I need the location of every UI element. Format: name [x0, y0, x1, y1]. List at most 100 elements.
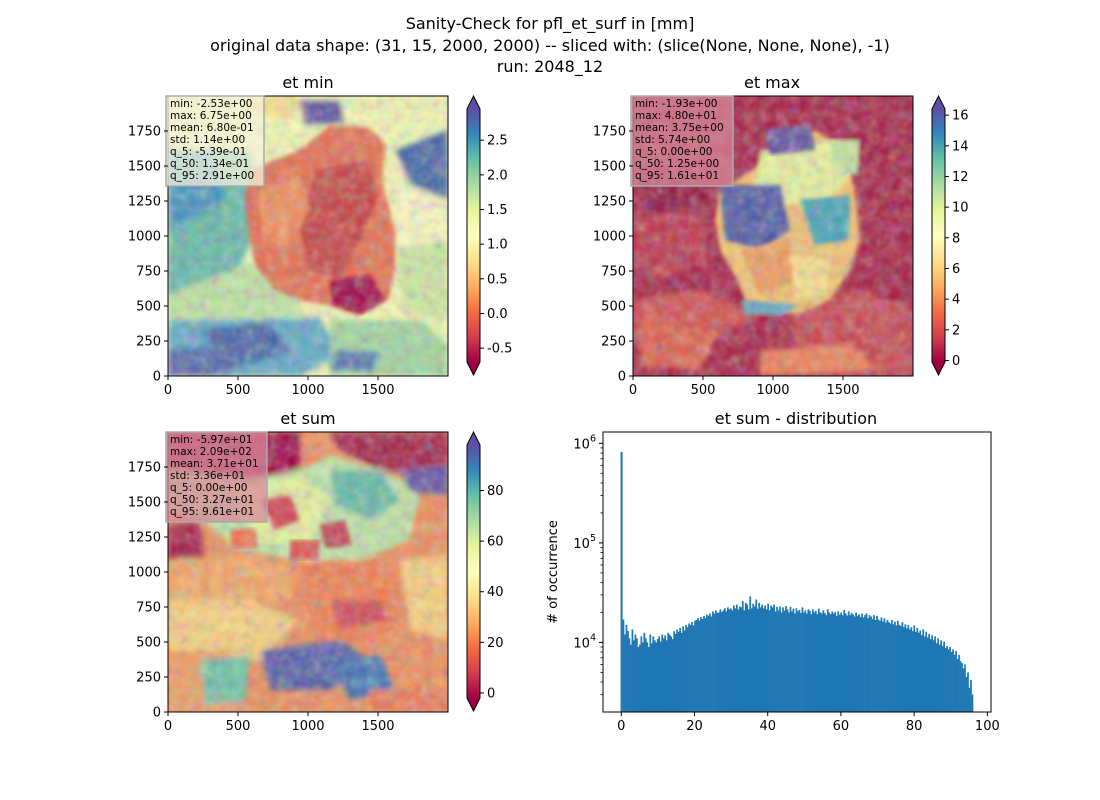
histogram-bar: [655, 642, 658, 712]
axis-ticks: 0 500 1000 1500 0 250 500 750 1000 1250 1500 1750: [128, 125, 395, 399]
histogram-bar: [944, 647, 947, 712]
y-tick-label: 750: [136, 601, 161, 616]
histogram-bar: [910, 627, 913, 712]
x-tick-label: 0: [617, 719, 625, 734]
histogram-bar: [740, 607, 743, 712]
colorbar-tick-label: 6: [952, 262, 960, 277]
x-tick-label: 20: [686, 719, 703, 734]
x-tick-label: 500: [226, 719, 251, 734]
stats-line: std: 1.14e+00: [170, 134, 245, 146]
histogram-bar: [891, 619, 893, 712]
stats-line: mean: 6.80e-01: [170, 122, 254, 134]
histogram-bar: [680, 632, 683, 712]
histogram-bar: [650, 643, 653, 712]
suptitle-line-2: original data shape: (31, 15, 2000, 2000…: [210, 36, 890, 55]
histogram-bar: [737, 609, 740, 712]
panel-title: et min: [282, 73, 333, 92]
colorbar-tick-label: 0: [952, 354, 960, 369]
histogram-bar: [773, 604, 775, 712]
histogram-bar: [822, 610, 825, 712]
histogram-bar: [868, 615, 871, 712]
histogram-bar: [899, 626, 902, 712]
histogram-bar: [858, 614, 860, 712]
panel-title: et max: [744, 73, 800, 92]
histogram-bar: [729, 608, 732, 712]
histogram-bar: [758, 602, 761, 712]
histogram-bar: [718, 612, 720, 712]
histogram-bar: [820, 613, 823, 712]
histogram-bar: [707, 615, 710, 712]
histogram-bar: [856, 615, 859, 712]
histogram-bar: [885, 622, 887, 712]
histogram-bar: [780, 612, 783, 712]
histogram-bar: [895, 625, 898, 712]
histogram-bar: [715, 610, 717, 712]
histogram-bar: [652, 636, 655, 712]
y-tick-label: 0: [618, 370, 626, 385]
histogram-bar: [940, 640, 942, 712]
colorbar-tick-label: 2: [952, 323, 960, 338]
axes-frame: [602, 431, 992, 713]
histogram-bar: [691, 622, 693, 712]
histogram-bar: [819, 612, 822, 712]
stats-line: q_5: -5.39e-01: [170, 146, 246, 158]
histogram-bar: [907, 624, 910, 712]
y-tick-label: 104: [573, 632, 596, 651]
x-tick-label: 1500: [826, 383, 859, 398]
colorbar: 0 2 4 6 8 10 12 14 16: [931, 94, 969, 377]
x-tick-label: 0: [164, 383, 172, 398]
histogram-bar: [862, 617, 865, 712]
histogram-bar: [637, 646, 640, 712]
histogram-bar: [749, 596, 752, 712]
stats-line: max: 2.09e+02: [170, 446, 252, 458]
histogram-bar: [841, 615, 844, 712]
histogram-bar: [855, 612, 857, 712]
histogram-bar: [716, 612, 719, 712]
histogram-bar: [809, 610, 811, 712]
histogram-bar: [941, 646, 944, 712]
histogram-bar: [958, 654, 960, 712]
colorbar-tick-label: 4: [952, 293, 960, 308]
histogram-bar: [965, 676, 968, 712]
histogram-bar: [889, 623, 892, 712]
histogram-bar: [732, 605, 735, 712]
histogram-bar: [753, 606, 756, 712]
histogram-bar: [744, 602, 747, 712]
histogram-bar: [794, 613, 796, 712]
colorbar-tick-label: 1.0: [487, 238, 508, 253]
x-tick-label: 0: [629, 383, 637, 398]
histogram-bar: [703, 615, 705, 712]
suptitle-line-1: Sanity-Check for pfl_et_surf in [mm]: [406, 14, 695, 34]
histogram-bar: [867, 618, 869, 712]
histogram-bar: [952, 649, 954, 712]
histogram-bar: [792, 608, 795, 712]
stats-line: q_50: 1.34e-01: [170, 158, 249, 170]
stats-line: q_95: 2.91e+00: [170, 170, 254, 182]
x-tick-label: 500: [226, 383, 251, 398]
histogram-bar: [971, 694, 974, 712]
histogram-bar: [791, 611, 793, 712]
histogram-bar: [832, 613, 835, 712]
histogram-bar: [710, 616, 713, 712]
histogram-bar: [888, 622, 890, 712]
colorbar-ticks: -0.5 0.0 0.5 1.0 1.5 2.0 2.5: [480, 134, 512, 357]
histogram-bar: [719, 609, 722, 712]
stats-line: q_5: 0.00e+00: [635, 146, 712, 158]
histogram-bar: [661, 634, 664, 712]
histogram-bar: [831, 611, 834, 712]
histogram-bar: [624, 634, 626, 712]
histogram-bar: [712, 611, 714, 712]
stats-line: q_5: 0.00e+00: [170, 482, 247, 494]
histogram-bar: [671, 639, 674, 712]
stats-line: min: -5.97e+01: [170, 434, 252, 446]
suptitle-line-3: run: 2048_12: [497, 57, 603, 77]
y-tick-label: 1250: [593, 195, 626, 210]
histogram-bar: [902, 627, 905, 712]
y-tick-label: 250: [136, 671, 161, 686]
histogram-bar: [871, 618, 874, 712]
x-tick-label: 80: [906, 719, 923, 734]
histogram-bar: [776, 606, 778, 712]
panel-et-min: et min: [128, 73, 512, 398]
histogram-bar: [771, 607, 774, 712]
